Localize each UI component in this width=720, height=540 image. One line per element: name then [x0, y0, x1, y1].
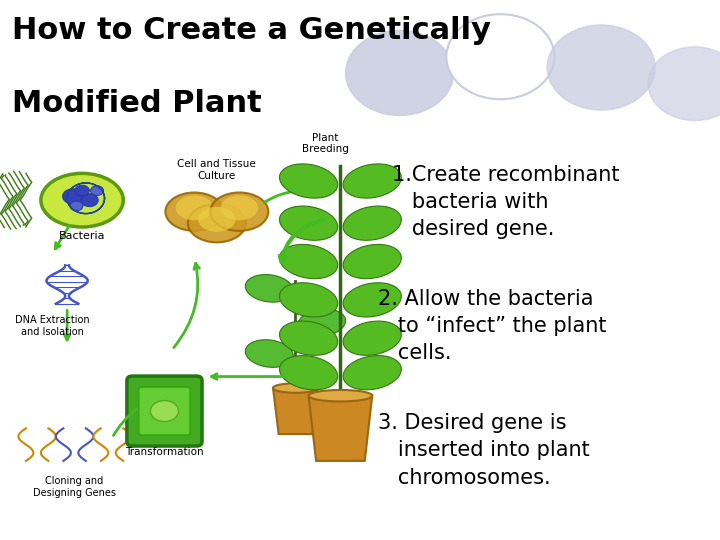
Text: Bacteria: Bacteria: [59, 231, 105, 241]
Ellipse shape: [309, 390, 372, 401]
Ellipse shape: [279, 283, 338, 317]
Text: Transformation: Transformation: [125, 448, 204, 457]
Ellipse shape: [273, 383, 318, 393]
Text: Cell and Tissue
Culture: Cell and Tissue Culture: [178, 159, 256, 181]
Circle shape: [63, 189, 83, 204]
Text: Cloning and
Designing Genes: Cloning and Designing Genes: [33, 476, 116, 498]
FancyBboxPatch shape: [127, 376, 202, 446]
Ellipse shape: [343, 164, 401, 198]
Ellipse shape: [279, 355, 338, 390]
Circle shape: [81, 194, 98, 207]
Ellipse shape: [446, 14, 554, 99]
Text: 1.Create recombinant
   bacteria with
   desired gene.: 1.Create recombinant bacteria with desir…: [392, 165, 620, 239]
Ellipse shape: [343, 355, 401, 390]
Ellipse shape: [279, 321, 338, 355]
Ellipse shape: [220, 195, 258, 220]
Circle shape: [150, 401, 179, 422]
Ellipse shape: [210, 192, 269, 231]
Ellipse shape: [246, 274, 293, 302]
Circle shape: [91, 186, 104, 195]
Ellipse shape: [298, 309, 346, 336]
Ellipse shape: [343, 321, 401, 355]
Ellipse shape: [343, 283, 401, 317]
Ellipse shape: [648, 47, 720, 120]
Text: How to Create a Genetically: How to Create a Genetically: [12, 16, 491, 45]
Ellipse shape: [279, 245, 338, 279]
Ellipse shape: [279, 206, 338, 240]
Ellipse shape: [547, 25, 655, 110]
Ellipse shape: [188, 204, 246, 242]
Text: 3. Desired gene is
   inserted into plant
   chromosomes.: 3. Desired gene is inserted into plant c…: [378, 413, 590, 488]
Ellipse shape: [343, 245, 401, 279]
Ellipse shape: [41, 173, 123, 227]
Ellipse shape: [166, 192, 223, 231]
Ellipse shape: [198, 207, 235, 232]
Ellipse shape: [246, 340, 293, 367]
FancyBboxPatch shape: [138, 387, 190, 435]
Ellipse shape: [279, 164, 338, 198]
Ellipse shape: [343, 206, 401, 240]
Text: Modified Plant: Modified Plant: [12, 89, 262, 118]
Ellipse shape: [176, 195, 213, 220]
Text: 2. Allow the bacteria
   to “infect” the plant
   cells.: 2. Allow the bacteria to “infect” the pl…: [378, 289, 606, 363]
Polygon shape: [309, 396, 372, 461]
Text: Plant
Breeding: Plant Breeding: [302, 132, 349, 154]
Text: DNA Extraction
and Isolation: DNA Extraction and Isolation: [15, 315, 89, 337]
Polygon shape: [273, 388, 318, 434]
Ellipse shape: [346, 30, 454, 116]
Circle shape: [70, 201, 83, 211]
Circle shape: [75, 185, 89, 196]
